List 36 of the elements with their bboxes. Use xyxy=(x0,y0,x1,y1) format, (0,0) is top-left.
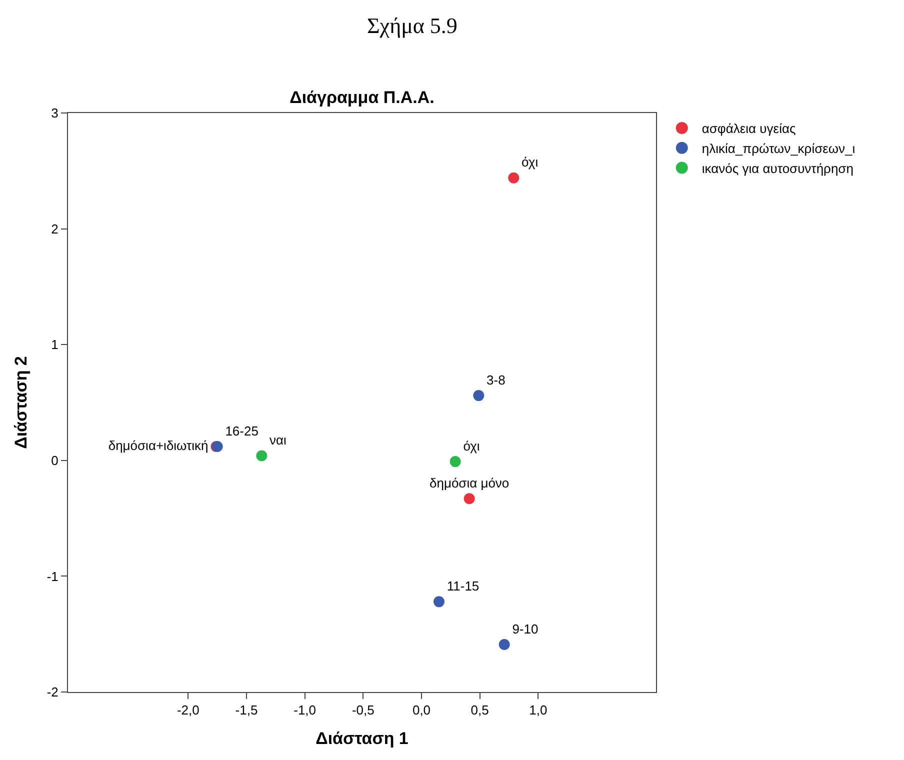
data-label: 11-15 xyxy=(446,578,480,594)
legend-label: ικανός για αυτοσυντήρηση xyxy=(702,160,854,176)
x-tick-label: 1,0 xyxy=(529,702,548,718)
point xyxy=(256,450,268,462)
point xyxy=(434,596,444,608)
data-label: όχι xyxy=(463,438,480,454)
point xyxy=(450,456,461,468)
data-label: 3-8 xyxy=(486,372,506,388)
data-label: δημόσια μόνο xyxy=(429,475,510,490)
x-tick-label: 0,5 xyxy=(470,702,489,718)
x-axis-title: Διάσταση 1 xyxy=(316,729,408,748)
point xyxy=(498,639,510,650)
chart-title: Διάγραμμα Π.Α.Α. xyxy=(290,88,434,107)
data-label: δημόσια+ιδιωτική xyxy=(108,438,208,453)
x-tick-label: -1,5 xyxy=(235,702,258,718)
y-tick-label: -2 xyxy=(46,684,58,700)
legend-label: ηλικία_πρώτων_κρίσεων_ι xyxy=(702,140,856,156)
point xyxy=(473,390,484,402)
y-tick-label: 3 xyxy=(51,106,58,121)
text: Σχήμα 5.9 xyxy=(367,13,458,38)
y-tick-label: 2 xyxy=(51,221,58,236)
y-tick-label: 0 xyxy=(51,452,58,468)
y-tick-label: -1 xyxy=(46,568,58,584)
data-label: 16-25 xyxy=(225,423,258,438)
y-tick-label: 1 xyxy=(51,337,58,352)
legend-label: ασφάλεια υγείας xyxy=(702,121,796,136)
point xyxy=(508,172,520,184)
x-tick-label: -2,0 xyxy=(176,702,200,718)
data-label: ναι xyxy=(270,432,287,448)
x-tick-label: 0,0 xyxy=(412,702,431,718)
point xyxy=(464,493,475,504)
data-label: 9-10 xyxy=(512,621,538,636)
y-axis-title: Διάσταση 2 xyxy=(11,356,30,449)
x-tick-label: -1,0 xyxy=(294,702,316,718)
x-tick-label: -0,5 xyxy=(352,702,374,718)
data-label: όχι xyxy=(522,154,538,170)
